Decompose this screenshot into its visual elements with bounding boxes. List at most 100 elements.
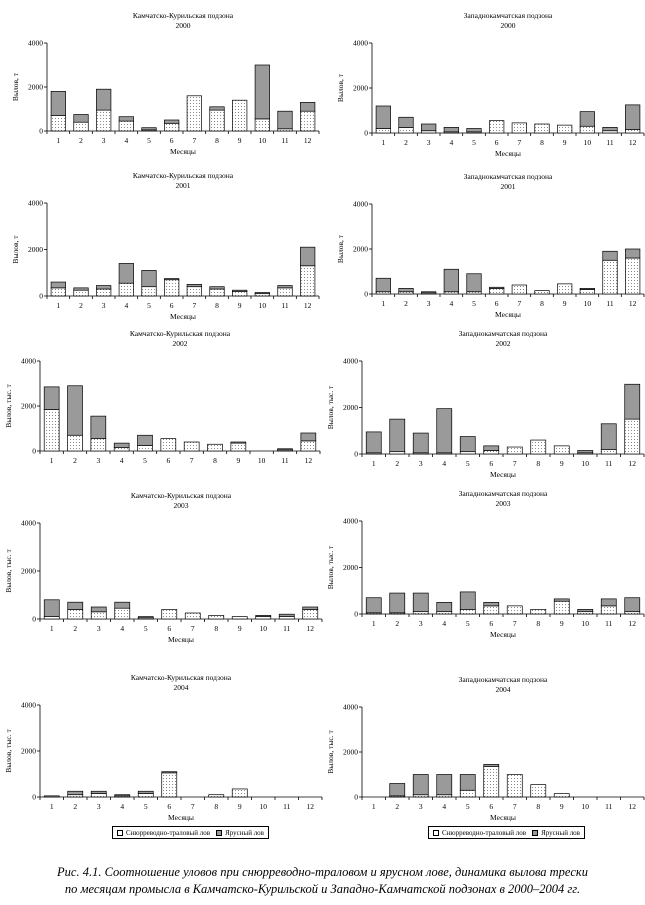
bar-trawl: [489, 120, 505, 134]
x-tick-label: 2: [404, 138, 408, 147]
x-tick-label: 9: [563, 299, 567, 308]
bar-trawl: [113, 447, 130, 452]
legend-item-longline: Ярусный лов: [216, 829, 264, 837]
bar-longline: [443, 268, 459, 293]
y-tick-label: 0: [32, 615, 36, 624]
y-tick-label: 0: [354, 793, 358, 802]
bar-trawl: [67, 609, 84, 620]
y-tick-label: 4000: [353, 39, 368, 48]
bar-longline: [602, 127, 618, 132]
bar-longline: [277, 448, 293, 451]
bar-longline: [483, 602, 500, 607]
x-tick-label: 5: [147, 136, 151, 145]
bar-trawl: [302, 609, 319, 620]
chart-title: Камчатско-Курильская подзона: [133, 171, 234, 180]
chart-subtitle: 2002: [173, 339, 188, 348]
x-tick-label: 12: [307, 624, 315, 633]
y-axis-label: Вылов, т: [11, 235, 20, 264]
x-tick-label: 4: [449, 299, 453, 308]
bar-trawl: [209, 288, 225, 297]
bar-longline: [43, 599, 60, 617]
bar-longline: [577, 608, 594, 613]
x-tick-label: 3: [419, 459, 423, 468]
x-tick-label: 11: [606, 299, 613, 308]
x-tick-label: 2: [73, 802, 77, 811]
x-tick-label: 11: [281, 456, 288, 465]
bar-trawl: [43, 409, 60, 452]
bar-longline: [277, 285, 293, 289]
x-tick-label: 7: [190, 456, 194, 465]
x-axis-label: Месяцы: [170, 312, 196, 321]
x-tick-label: 10: [582, 802, 590, 811]
x-tick-label: 10: [584, 138, 592, 147]
x-tick-label: 4: [120, 624, 124, 633]
x-tick-label: 6: [495, 138, 499, 147]
x-tick-label: 8: [215, 301, 219, 310]
bar-trawl: [278, 616, 295, 620]
y-tick-label: 4000: [28, 199, 43, 208]
x-tick-label: 11: [283, 624, 290, 633]
chart-title: Западнокамчатская подзона: [459, 329, 548, 338]
bar-longline: [389, 418, 406, 453]
x-tick-label: 5: [147, 301, 151, 310]
x-tick-label: 11: [281, 136, 288, 145]
x-tick-label: 4: [442, 802, 446, 811]
bar-longline: [209, 286, 225, 290]
bar-trawl: [50, 115, 66, 132]
bar-trawl: [73, 121, 89, 132]
x-tick-label: 1: [56, 301, 60, 310]
bar-longline: [114, 794, 131, 797]
chart-title: Камчатско-Курильская подзона: [131, 491, 232, 500]
x-tick-label: 12: [304, 301, 312, 310]
bar-longline: [137, 434, 153, 446]
bar-longline: [600, 598, 617, 607]
bar-longline: [300, 102, 316, 112]
bar-longline: [483, 764, 500, 767]
y-tick-label: 4000: [21, 701, 36, 710]
x-tick-label: 2: [395, 802, 399, 811]
bar-longline: [90, 415, 107, 439]
x-tick-label: 4: [120, 802, 124, 811]
x-axis-label: Месяцы: [490, 813, 516, 822]
x-tick-label: 10: [582, 459, 590, 468]
bar-longline: [50, 281, 66, 289]
bar-longline: [398, 288, 414, 293]
x-tick-label: 11: [605, 619, 612, 628]
chart-panel-1: Камчатско-Курильская подзона200002000400…: [11, 11, 320, 156]
figure-caption: Рис. 4.1. Соотношение уловов при снюррев…: [20, 864, 625, 898]
x-tick-label: 8: [214, 624, 218, 633]
x-axis-label: Месяцы: [495, 310, 521, 319]
legend-label-trawl: Снюрреводно-траловый лов: [126, 828, 211, 837]
x-tick-label: 7: [513, 459, 517, 468]
x-tick-label: 7: [513, 802, 517, 811]
bar-trawl: [90, 438, 107, 452]
bar-trawl: [506, 774, 523, 798]
bar-longline: [577, 450, 594, 454]
x-tick-label: 12: [629, 619, 637, 628]
bar-longline: [232, 289, 248, 292]
x-tick-label: 9: [238, 802, 242, 811]
bar-longline: [421, 291, 437, 294]
x-tick-label: 10: [259, 301, 267, 310]
x-tick-label: 3: [419, 802, 423, 811]
bar-longline: [579, 111, 595, 127]
y-tick-label: 4000: [343, 517, 358, 526]
bar-longline: [412, 774, 429, 796]
chart-title: Западнокамчатская подзона: [459, 675, 548, 684]
bar-trawl: [186, 286, 202, 297]
x-tick-label: 6: [170, 301, 174, 310]
x-tick-label: 3: [419, 619, 423, 628]
x-tick-label: 9: [238, 301, 242, 310]
x-tick-label: 6: [166, 456, 170, 465]
x-tick-label: 4: [449, 138, 453, 147]
x-tick-label: 10: [258, 456, 266, 465]
bar-trawl: [160, 438, 177, 452]
bar-trawl: [207, 443, 223, 452]
bar-trawl: [118, 120, 134, 132]
bar-trawl: [398, 127, 414, 134]
x-tick-label: 10: [259, 136, 267, 145]
bar-trawl: [73, 289, 89, 297]
